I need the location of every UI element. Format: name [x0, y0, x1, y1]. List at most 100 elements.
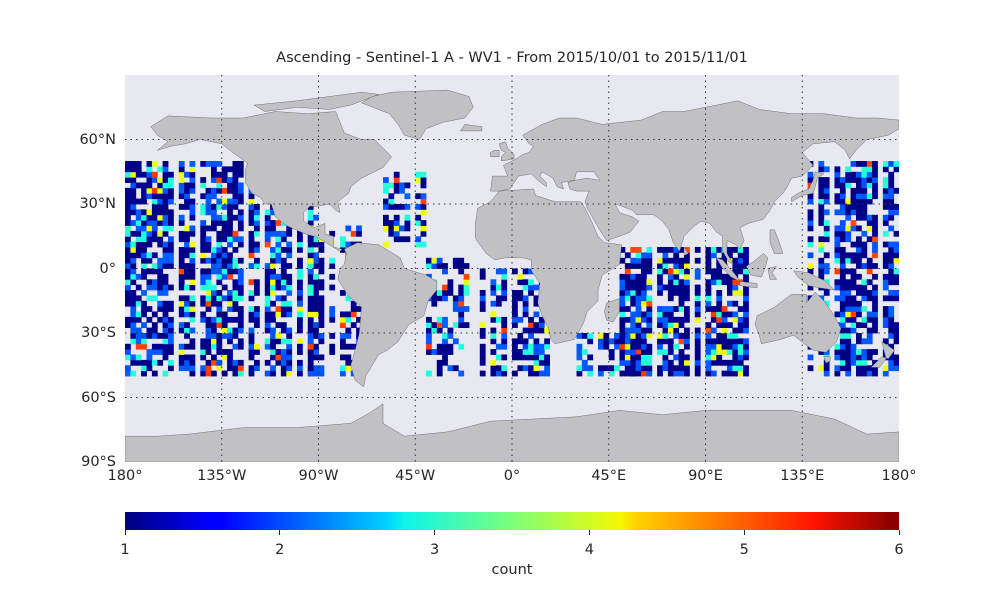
swath-cell: [307, 316, 314, 323]
swath-cell: [533, 343, 540, 350]
swath-cell: [350, 311, 357, 318]
swath-cell: [737, 263, 744, 269]
colorbar-tick-label: 2: [275, 542, 285, 558]
swath-cell: [227, 177, 233, 183]
swath-cell: [216, 230, 223, 237]
swath-cell: [721, 327, 728, 334]
swath-cell: [211, 209, 217, 216]
swath-cell: [313, 241, 319, 248]
swath-cell: [227, 241, 233, 248]
swath-cell: [727, 365, 733, 372]
swath-cell: [517, 354, 524, 361]
swath-cell: [431, 295, 438, 302]
swath-cell: [630, 290, 637, 296]
swath-cell: [501, 370, 508, 377]
swath-cell: [512, 311, 518, 318]
swath-cell: [490, 365, 497, 372]
swath-cell: [684, 295, 690, 302]
swath-cell: [856, 349, 862, 355]
swath-cell: [162, 279, 169, 286]
swath-cell: [227, 295, 233, 302]
swath-cell: [538, 343, 545, 350]
swath-cell: [501, 284, 508, 291]
swath-cell: [189, 365, 196, 372]
swath-cell: [189, 279, 196, 286]
swath-cell: [436, 359, 443, 366]
swath-cell: [646, 316, 653, 323]
swath-cell: [845, 343, 852, 350]
swath-cell: [850, 204, 857, 210]
swath-cell: [254, 279, 260, 286]
swath-cell: [216, 214, 223, 221]
swath-cell: [168, 198, 174, 205]
swath-cell: [635, 343, 642, 350]
swath-cell: [264, 338, 271, 345]
swath-cell: [839, 365, 846, 372]
swath-cell: [264, 214, 271, 221]
swath-cell: [807, 220, 814, 226]
swath-cell: [882, 284, 889, 291]
swath-cell: [200, 284, 207, 291]
swath-cell: [533, 300, 540, 307]
swath-cell: [893, 230, 899, 237]
swath-cell: [678, 365, 685, 372]
swath-cell: [205, 187, 212, 194]
swath-cell: [823, 300, 830, 307]
swath-cell: [823, 268, 830, 275]
swath-cell: [678, 322, 685, 328]
swath-cell: [307, 236, 314, 243]
land-sulawesi: [767, 265, 777, 280]
swath-cell: [178, 161, 185, 167]
swath-cell: [845, 370, 852, 377]
swath-cell: [452, 300, 459, 307]
swath-cell: [662, 365, 669, 372]
swath-cell: [275, 284, 282, 291]
swath-cell: [184, 268, 190, 275]
swath-cell: [237, 273, 244, 280]
swath-cell: [404, 220, 411, 226]
swath-cell: [200, 161, 207, 167]
swath-cell: [415, 236, 422, 243]
swath-cell: [420, 171, 427, 178]
swath-cell: [151, 214, 158, 221]
swath-cell: [635, 295, 642, 302]
swath-cell: [678, 349, 685, 355]
swath-cell: [286, 365, 293, 372]
land-iceland: [460, 124, 483, 132]
swath-cell: [501, 268, 508, 275]
swath-cell: [721, 252, 728, 259]
swath-cell: [463, 290, 470, 296]
swath-cell: [248, 241, 255, 248]
swath-cell: [807, 241, 814, 248]
land-australia: [754, 291, 842, 353]
swath-cell: [227, 268, 233, 275]
swath-cell: [630, 349, 637, 355]
swath-cell: [162, 193, 169, 200]
swath-cell: [522, 300, 529, 307]
swath-cell: [619, 316, 626, 323]
swath-cell: [705, 290, 712, 296]
swath-cell: [237, 187, 244, 194]
swath-cell: [270, 327, 276, 334]
swath-cell: [624, 279, 631, 286]
swath-cell: [716, 316, 723, 323]
swath-cell: [200, 343, 207, 350]
swath-cell: [732, 343, 739, 350]
swath-cell: [184, 247, 190, 253]
swath-cell: [286, 306, 293, 312]
swath-cell: [178, 182, 185, 189]
swath-cell: [318, 268, 325, 275]
swath-cell: [646, 333, 653, 339]
swath-cell: [135, 209, 142, 216]
swath-cell: [834, 279, 841, 286]
swath-cell: [458, 295, 465, 302]
swath-cell: [662, 322, 669, 328]
swath-cell: [705, 306, 712, 312]
swath-cell: [297, 338, 303, 345]
swath-cell: [162, 225, 169, 232]
swath-cell: [130, 209, 137, 216]
swath-cell: [845, 295, 852, 302]
swath-cell: [705, 300, 712, 307]
swath-cell: [850, 300, 857, 307]
swath-cell: [350, 230, 357, 237]
